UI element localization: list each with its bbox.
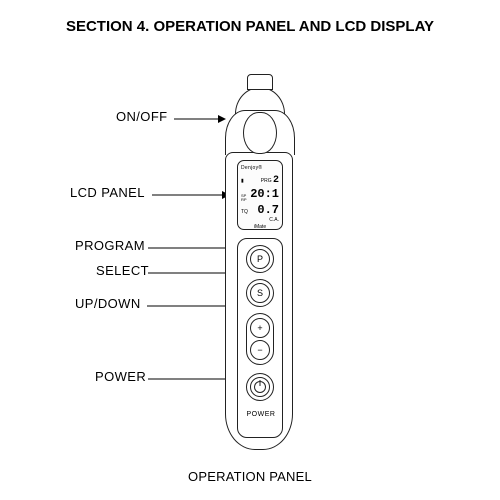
lcd-mode: C.A. bbox=[269, 218, 279, 223]
onoff-button[interactable] bbox=[243, 112, 277, 154]
lcd-prg-label: PRG bbox=[261, 178, 272, 184]
up-button[interactable]: + bbox=[250, 318, 270, 338]
label-updown: UP/DOWN bbox=[75, 296, 141, 311]
lcd-tq-value: 0.7 bbox=[257, 204, 279, 216]
label-lcd: LCD PANEL bbox=[70, 185, 145, 200]
lcd-model: iMate bbox=[241, 225, 279, 230]
label-onoff: ON/OFF bbox=[116, 109, 168, 124]
batt-icon: ▮ bbox=[241, 179, 244, 184]
device-outline: Denjoy® ▮ PRG 2 SP RP 20:1 TQ 0.7 C.A. i… bbox=[215, 60, 303, 450]
device-tip bbox=[247, 74, 273, 90]
power-icon bbox=[254, 381, 266, 393]
lcd-prg-value: 2 bbox=[273, 175, 279, 186]
select-button-label: S bbox=[250, 283, 270, 303]
program-button[interactable]: P bbox=[246, 245, 274, 273]
label-select: SELECT bbox=[96, 263, 149, 278]
label-power: POWER bbox=[95, 369, 146, 384]
section-title: SECTION 4. OPERATION PANEL AND LCD DISPL… bbox=[0, 18, 500, 35]
program-button-label: P bbox=[250, 249, 270, 269]
label-program: PROGRAM bbox=[75, 238, 145, 253]
lcd-panel: Denjoy® ▮ PRG 2 SP RP 20:1 TQ 0.7 C.A. i… bbox=[237, 160, 283, 230]
updown-rocker[interactable]: + − bbox=[246, 313, 274, 365]
button-panel: P S + − POWER bbox=[237, 238, 283, 438]
lcd-tq-label: TQ bbox=[241, 210, 248, 215]
figure-caption: OPERATION PANEL bbox=[0, 469, 500, 484]
down-button[interactable]: − bbox=[250, 340, 270, 360]
select-button[interactable]: S bbox=[246, 279, 274, 307]
lcd-speed-label: SP RP bbox=[241, 194, 250, 202]
power-button[interactable] bbox=[246, 373, 274, 401]
lcd-brand: Denjoy® bbox=[241, 166, 279, 171]
lcd-speed-value: 20:1 bbox=[250, 188, 279, 200]
power-button-label: POWER bbox=[238, 411, 284, 418]
